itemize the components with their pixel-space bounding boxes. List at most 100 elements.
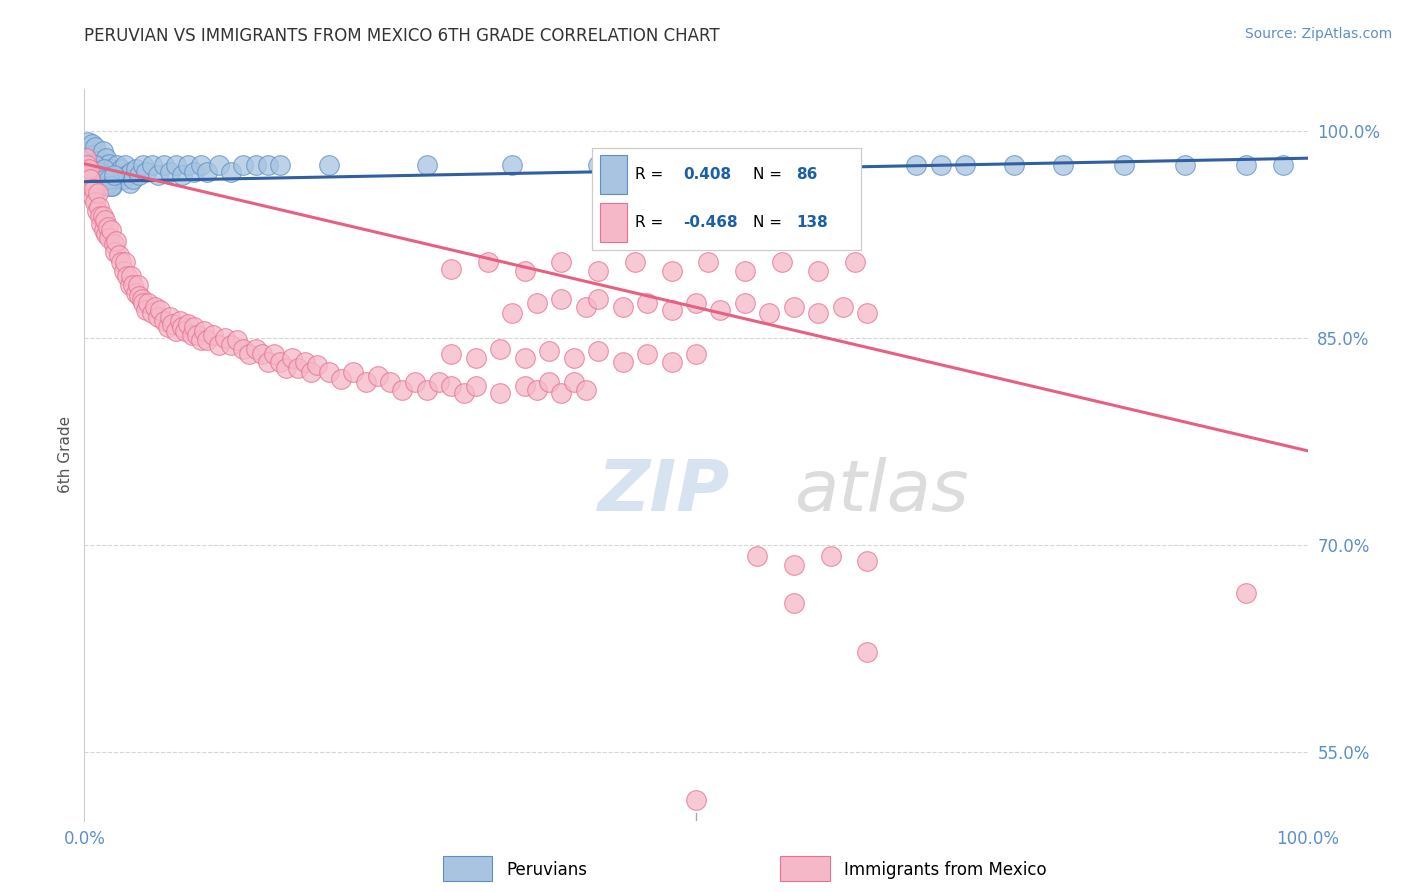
- Point: [89, 209, 111, 223]
- Point: [96, 151, 118, 165]
- Point: [685, 793, 707, 807]
- Bar: [600, 203, 627, 242]
- Point: [1234, 158, 1257, 172]
- Point: [173, 324, 195, 338]
- Text: R =: R =: [636, 215, 664, 230]
- Point: [391, 383, 413, 397]
- Point: [86, 153, 108, 168]
- Point: [97, 172, 120, 186]
- Point: [77, 162, 100, 177]
- Point: [110, 162, 132, 177]
- Point: [87, 165, 110, 179]
- Point: [276, 361, 298, 376]
- Point: [183, 319, 205, 334]
- Point: [75, 151, 97, 165]
- Point: [94, 213, 117, 227]
- Point: [118, 278, 141, 293]
- Point: [110, 254, 132, 268]
- Point: [550, 254, 572, 268]
- Point: [153, 158, 176, 172]
- Point: [84, 140, 107, 154]
- Point: [105, 234, 128, 248]
- Point: [294, 355, 316, 369]
- Point: [125, 162, 148, 177]
- Point: [132, 158, 155, 172]
- Text: Source: ZipAtlas.com: Source: ZipAtlas.com: [1244, 27, 1392, 41]
- Point: [146, 168, 169, 182]
- Point: [464, 351, 486, 366]
- Point: [91, 145, 114, 159]
- Point: [330, 372, 353, 386]
- Point: [380, 375, 402, 389]
- Point: [856, 554, 879, 568]
- Point: [709, 303, 731, 318]
- Point: [440, 379, 463, 393]
- Point: [929, 158, 952, 172]
- Point: [97, 157, 120, 171]
- Point: [131, 292, 153, 306]
- Point: [844, 254, 866, 268]
- Point: [79, 172, 101, 186]
- Text: PERUVIAN VS IMMIGRANTS FROM MEXICO 6TH GRADE CORRELATION CHART: PERUVIAN VS IMMIGRANTS FROM MEXICO 6TH G…: [84, 27, 720, 45]
- Point: [115, 268, 138, 283]
- Point: [86, 203, 108, 218]
- Point: [238, 347, 260, 361]
- Point: [489, 342, 512, 356]
- Point: [501, 158, 523, 172]
- Point: [586, 158, 609, 172]
- Point: [93, 223, 115, 237]
- Point: [100, 223, 122, 237]
- Point: [526, 383, 548, 397]
- Point: [128, 289, 150, 303]
- Point: [87, 172, 110, 186]
- Point: [354, 375, 377, 389]
- Point: [77, 168, 100, 182]
- Point: [562, 375, 585, 389]
- Point: [186, 327, 208, 342]
- Text: 86: 86: [797, 167, 818, 182]
- Point: [318, 365, 340, 379]
- Point: [83, 168, 105, 182]
- Bar: [600, 155, 627, 194]
- Point: [149, 303, 172, 318]
- Text: -0.468: -0.468: [683, 215, 738, 230]
- Point: [87, 200, 110, 214]
- Point: [89, 153, 111, 168]
- Point: [83, 181, 105, 195]
- Point: [501, 306, 523, 320]
- Point: [299, 365, 322, 379]
- Point: [156, 319, 179, 334]
- Point: [367, 369, 389, 384]
- Point: [172, 168, 194, 182]
- Point: [112, 264, 135, 278]
- Point: [90, 218, 112, 232]
- Point: [93, 162, 115, 177]
- Point: [232, 342, 254, 356]
- Point: [193, 324, 215, 338]
- Point: [550, 292, 572, 306]
- Point: [183, 165, 205, 179]
- Point: [953, 158, 976, 172]
- Point: [135, 165, 157, 179]
- Y-axis label: 6th Grade: 6th Grade: [58, 417, 73, 493]
- Point: [219, 165, 242, 179]
- Point: [80, 168, 103, 182]
- Point: [77, 145, 100, 159]
- Point: [612, 300, 634, 314]
- Point: [201, 327, 224, 342]
- Point: [685, 296, 707, 310]
- Point: [226, 334, 249, 348]
- Point: [783, 558, 806, 573]
- Point: [98, 172, 121, 186]
- Point: [586, 292, 609, 306]
- Point: [513, 351, 536, 366]
- Point: [538, 375, 561, 389]
- Point: [80, 181, 103, 195]
- Point: [103, 168, 125, 182]
- Point: [172, 319, 194, 334]
- Point: [77, 172, 100, 186]
- Point: [82, 178, 104, 193]
- Point: [87, 172, 110, 186]
- Point: [100, 178, 122, 193]
- Point: [250, 347, 273, 361]
